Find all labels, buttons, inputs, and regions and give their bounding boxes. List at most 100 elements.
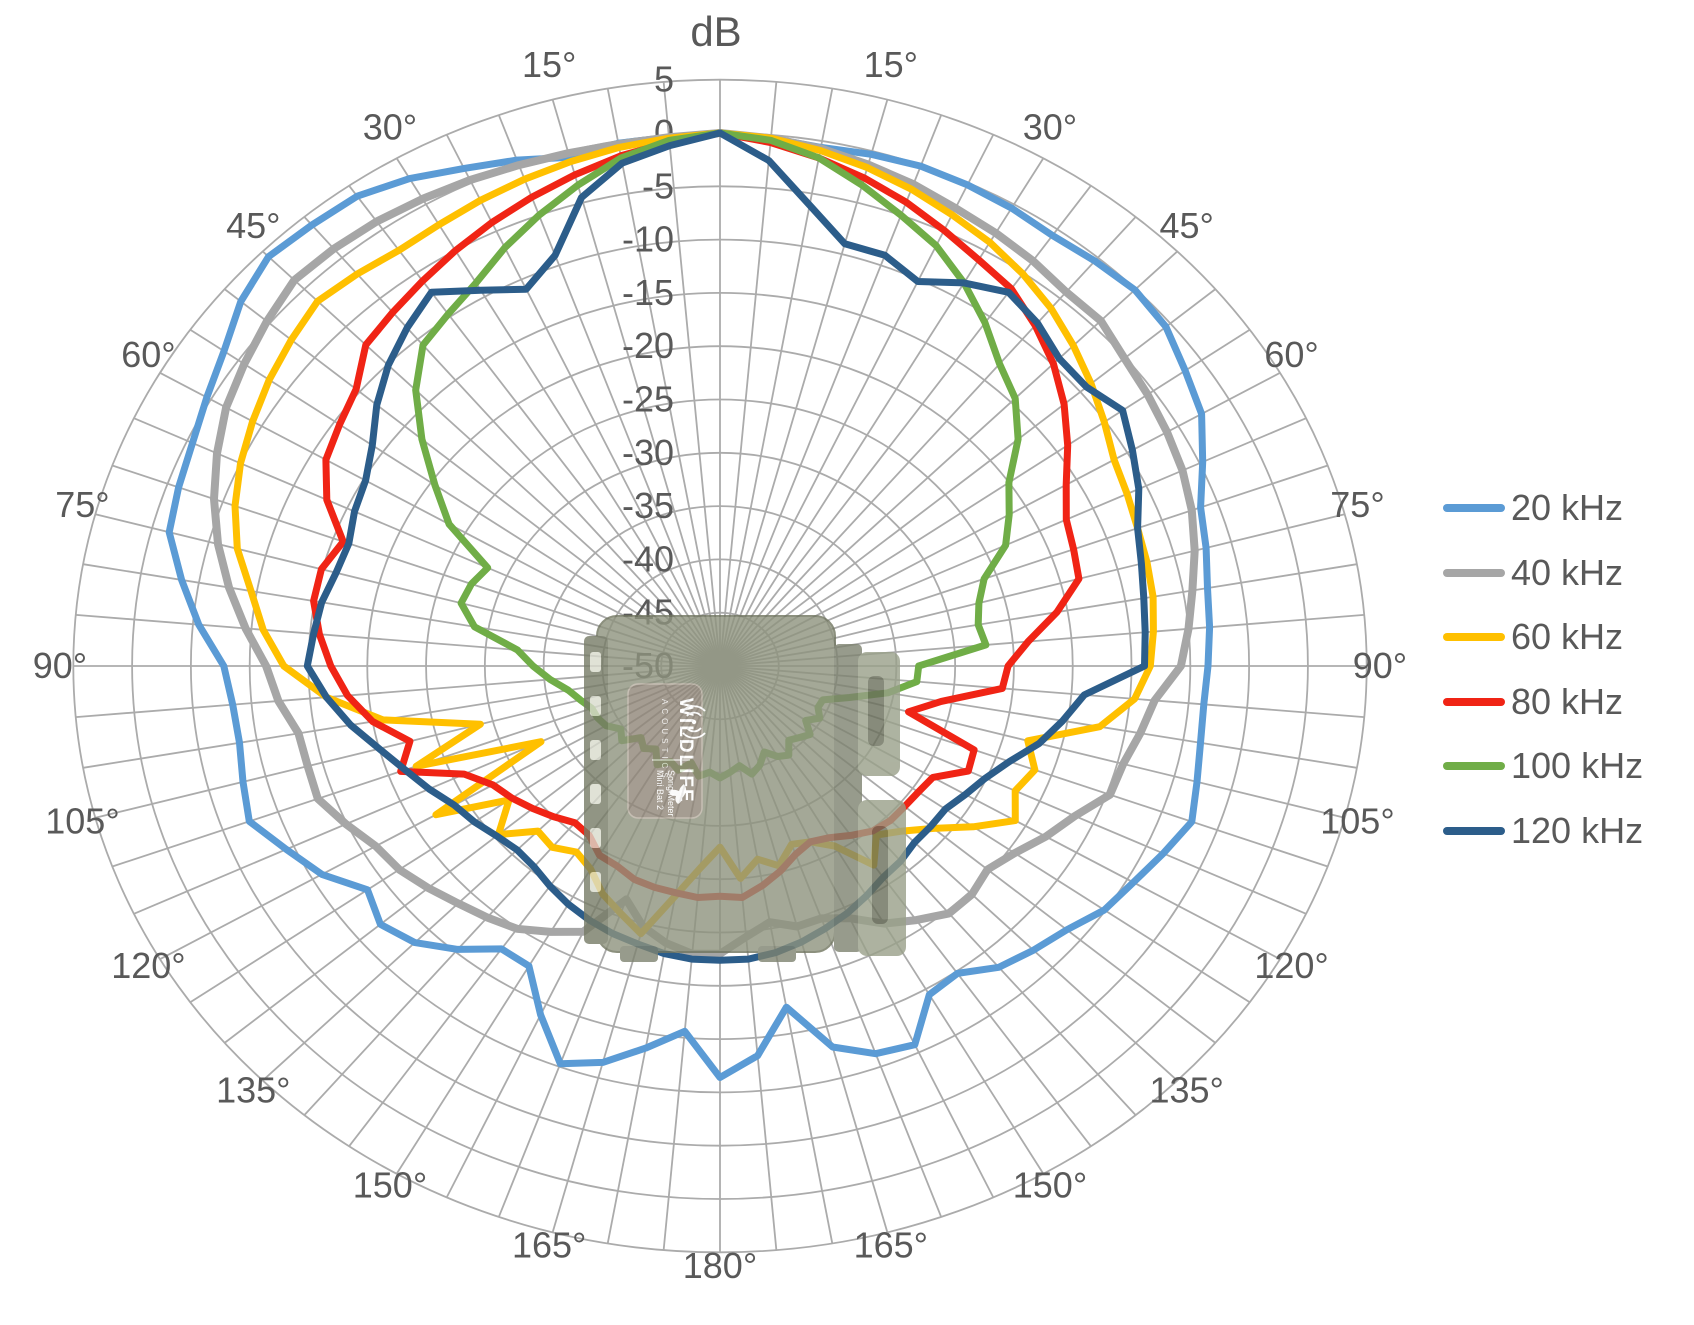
angle-tick-label-right: 120° — [1254, 945, 1328, 986]
legend-label: 100 kHz — [1511, 745, 1644, 787]
legend-swatch — [1443, 568, 1505, 577]
legend-item-60khz: 60 kHz — [1443, 605, 1643, 670]
angle-tick-label-left: 30° — [363, 106, 417, 147]
grid-ray — [719, 114, 943, 667]
sound-wave-dot — [691, 719, 697, 725]
sound-wave-arc — [682, 705, 706, 712]
radial-tick-label: -20 — [622, 325, 674, 366]
device-hinge-dash — [590, 828, 601, 848]
device-model-text-2: Mini Bat 2 — [655, 770, 665, 810]
grid-ray — [303, 216, 721, 667]
bat-silhouette-icon — [668, 784, 687, 804]
angle-tick-label-left: 75° — [55, 484, 109, 525]
angle-tick-label-left: 90° — [33, 645, 87, 686]
sound-wave-icon — [682, 705, 706, 739]
angle-tick-label-right: 15° — [864, 44, 918, 85]
grid-ray — [395, 157, 721, 667]
legend-label: 80 kHz — [1511, 680, 1624, 722]
legend-item-120khz: 120 kHz — [1443, 799, 1643, 864]
grid-ray — [445, 134, 721, 667]
device-bracket-slot — [872, 826, 888, 924]
grid-ray — [719, 88, 834, 667]
device-hinge-dash — [590, 784, 601, 804]
device-hinge-dash — [590, 696, 601, 716]
angle-tick-label-left: 165° — [512, 1225, 586, 1266]
grid-ray — [497, 114, 721, 667]
grid-ray — [719, 288, 1216, 667]
angle-tick-label-left: 15° — [522, 44, 576, 85]
legend-label: 120 kHz — [1511, 809, 1644, 851]
series-line-120khz — [303, 129, 1149, 964]
angle-tick-label-left: 60° — [121, 334, 175, 375]
legend-swatch — [1443, 697, 1505, 706]
legend-swatch — [1443, 826, 1505, 835]
grid-ray — [262, 250, 721, 667]
device-brand-sub-text: ACOUSTICS — [660, 699, 669, 782]
legend-item-100khz: 100 kHz — [1443, 734, 1643, 799]
grid-ray — [719, 328, 1251, 667]
angle-tick-label-right: 45° — [1159, 205, 1213, 246]
legend-item-20khz: 20 kHz — [1443, 476, 1643, 541]
angle-tick-label-right: 30° — [1023, 106, 1077, 147]
legend-swatch — [1443, 504, 1505, 513]
radial-tick-label: -10 — [622, 219, 674, 260]
radial-axis-title: dB — [690, 8, 741, 55]
legend-item-80khz: 80 kHz — [1443, 670, 1643, 735]
grid-ray — [662, 81, 721, 667]
device-hinge-dash — [590, 740, 601, 760]
grid-ray — [224, 288, 721, 667]
angle-tick-label-left: 105° — [45, 800, 119, 841]
angle-tick-label-right: 135° — [1149, 1069, 1223, 1110]
device-foot — [758, 946, 796, 962]
radial-tick-label: -35 — [622, 485, 674, 526]
legend-label: 20 kHz — [1511, 487, 1624, 529]
angle-axis: 15° 30° 45° 60° 75° 90° 105° 120° 135° 150° 165° 18… — [33, 44, 1407, 1286]
series-line-20khz — [165, 129, 1214, 1081]
device-hinge-dash — [590, 652, 601, 672]
grid-ring — [366, 345, 1074, 987]
device-latch-rail — [834, 644, 862, 952]
grid-ring — [189, 185, 1251, 1147]
radial-tick-label: -25 — [622, 379, 674, 420]
device-brand-text: WILDLIFE — [675, 698, 696, 804]
sound-wave-arc — [682, 732, 706, 739]
angle-tick-label-right: 75° — [1330, 484, 1384, 525]
radial-tick-label: -15 — [622, 272, 674, 313]
angle-tick-label-right: 150° — [1013, 1165, 1087, 1206]
angle-tick-label-right: 180° — [683, 1245, 757, 1286]
grid-ray — [719, 81, 778, 667]
grid-ray — [719, 185, 1092, 667]
radial-tick-label: 5 — [654, 59, 674, 100]
radial-tick-label: -40 — [622, 538, 674, 579]
angle-tick-label-right: 165° — [854, 1225, 928, 1266]
device-hinge-dash — [590, 872, 601, 892]
device-foot — [620, 946, 658, 962]
angle-tick-label-right: 90° — [1353, 645, 1407, 686]
sound-wave-arc — [686, 727, 702, 733]
angle-tick-label-left: 120° — [111, 945, 185, 986]
grid-ray — [719, 134, 995, 667]
legend-swatch — [1443, 762, 1505, 771]
grid-ray — [348, 185, 721, 667]
series-line-40khz — [210, 129, 1199, 958]
legend-label: 40 kHz — [1511, 551, 1624, 593]
angle-tick-label-right: 60° — [1264, 334, 1318, 375]
grid-ray — [606, 88, 721, 667]
radial-tick-label: -30 — [622, 432, 674, 473]
legend-item-40khz: 40 kHz — [1443, 541, 1643, 606]
legend: 20 kHz 40 kHz 60 kHz 80 kHz 100 kHz 120 kHz — [1443, 476, 1643, 863]
legend-swatch — [1443, 633, 1505, 642]
grid-ring — [72, 78, 1368, 1254]
angle-tick-label-right: 105° — [1320, 800, 1394, 841]
legend-label: 60 kHz — [1511, 616, 1624, 658]
angle-tick-label-left: 45° — [226, 205, 280, 246]
radial-tick-label: -5 — [642, 165, 674, 206]
grid-ring — [248, 238, 1192, 1094]
sound-wave-arc — [686, 711, 702, 717]
angle-tick-label-left: 150° — [353, 1165, 427, 1206]
angle-tick-label-left: 135° — [216, 1069, 290, 1110]
